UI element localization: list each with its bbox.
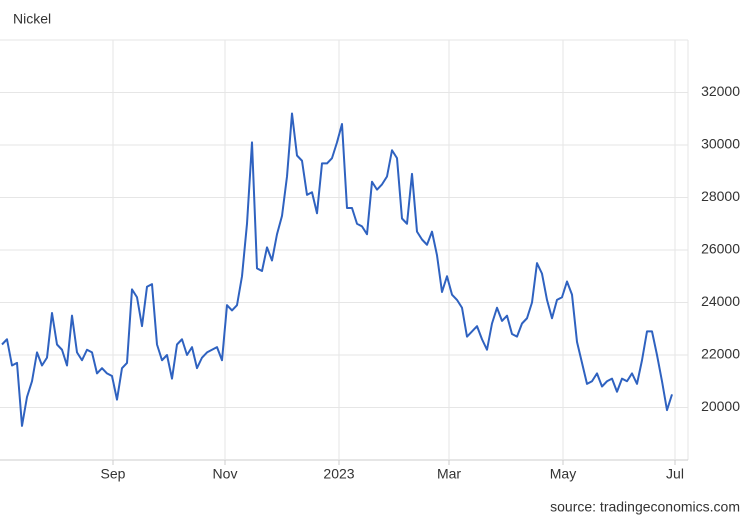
x-tick-label: Nov <box>213 466 238 482</box>
y-tick-label: 28000 <box>701 188 740 204</box>
y-tick-label: 20000 <box>701 398 740 414</box>
y-tick-label: 30000 <box>701 136 740 152</box>
x-tick-label: May <box>550 466 576 482</box>
y-tick-label: 24000 <box>701 293 740 309</box>
y-tick-label: 26000 <box>701 241 740 257</box>
x-tick-label: Mar <box>437 466 461 482</box>
source: source: tradingeconomics.com <box>550 499 740 515</box>
price-line <box>1 112 673 427</box>
y-tick-label: 22000 <box>701 346 740 362</box>
chart-title: Nickel <box>13 11 51 27</box>
x-tick-label: Jul <box>666 466 684 482</box>
x-tick-label: Sep <box>101 466 126 482</box>
x-tick-label: 2023 <box>323 466 354 482</box>
y-tick-label: 32000 <box>701 83 740 99</box>
